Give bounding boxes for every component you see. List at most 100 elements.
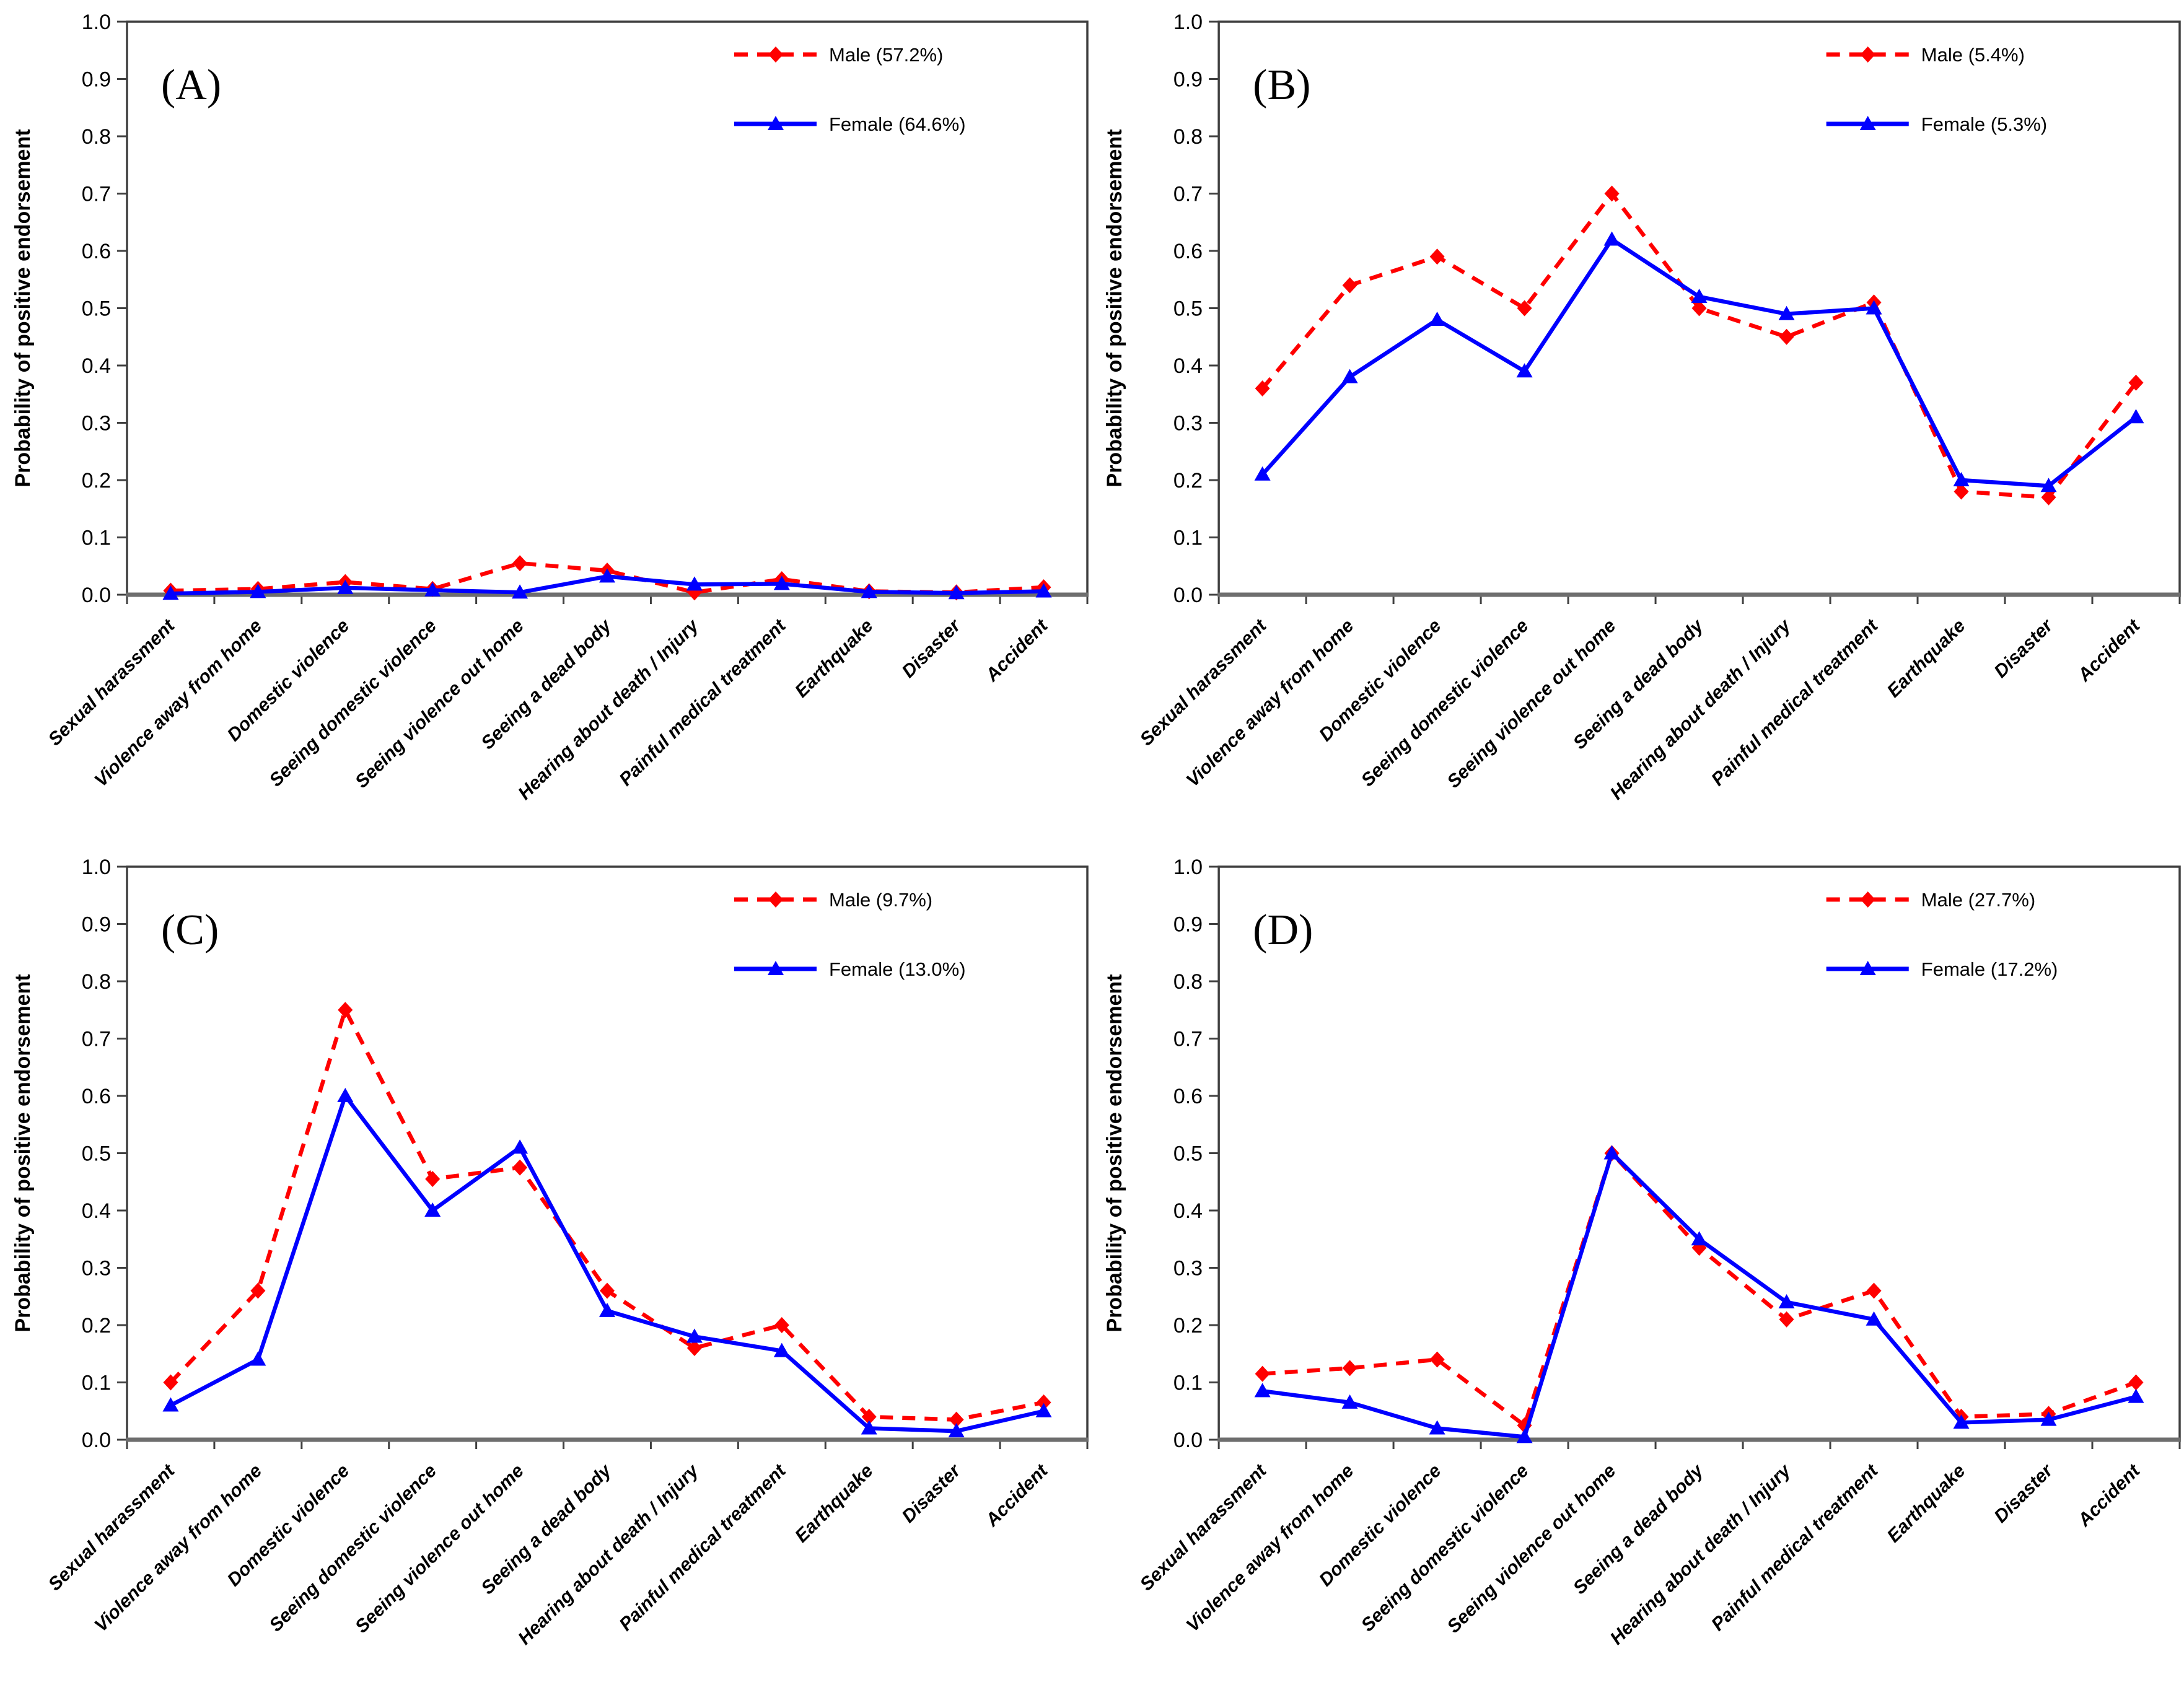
triangle-marker [1691,289,1708,303]
y-axis: 0.0 0.1 0.2 0.3 0.4 0.5 0.6 0.7 0.8 0.9 1.0 [82,856,127,1452]
y-tick-label: 0.1 [1173,527,1203,550]
legend-male-label: Male (9.7%) [829,889,932,911]
diamond-marker [1429,1351,1445,1368]
y-tick-label: 0.9 [1173,913,1203,937]
diamond-marker [1429,248,1445,265]
diamond-marker [1866,1282,1882,1299]
y-tick-label: 0.3 [1173,412,1203,436]
triangle-marker [1254,466,1271,481]
diamond-marker [600,1282,615,1299]
y-axis: 0.0 0.1 0.2 0.3 0.4 0.5 0.6 0.7 0.8 0.9 1.0 [1173,856,1219,1452]
diamond-marker [1517,300,1532,317]
panel-B-chart: 0.0 0.1 0.2 0.3 0.4 0.5 0.6 0.7 0.8 0.9 1.0 Sexual … [1103,11,2181,803]
triangle-marker [1778,305,1795,320]
x-category-label: Seeing domestic violence [1357,1461,1533,1636]
y-tick-label: 0.4 [82,1199,111,1223]
y-tick-label: 0.9 [82,913,111,937]
panel-C-chart: 0.0 0.1 0.2 0.3 0.4 0.5 0.6 0.7 0.8 0.9 1.0 Sexual … [11,856,1089,1649]
panel-D: 0.0 0.1 0.2 0.3 0.4 0.5 0.6 0.7 0.8 0.9 1.0 Sexual … [1092,845,2184,1690]
panel-label: (D) [1253,906,1313,954]
y-tick-label: 0.9 [1173,68,1203,92]
y-axis: 0.0 0.1 0.2 0.3 0.4 0.5 0.6 0.7 0.8 0.9 1.0 [82,11,127,607]
triangle-marker [1341,1394,1358,1409]
triangle-marker [948,585,965,600]
triangle-marker [424,582,441,597]
triangle-marker [1866,300,1882,315]
triangle-marker [773,576,790,590]
triangle-marker [686,1328,703,1343]
plot-border [1217,865,2181,1441]
legend: Male (57.2%) Female (64.6%) [734,44,966,135]
male-series-markers [1255,1145,2144,1434]
legend: Male (27.7%) Female (17.2%) [1826,889,2058,980]
y-tick-label: 0.6 [1173,240,1203,263]
legend-diamond-marker [1860,46,1875,63]
x-category-label: Accident [981,615,1053,686]
x-category-label: Earthquake [1884,616,1970,702]
triangle-marker [1035,583,1052,598]
female-series-markers [1254,231,2144,493]
x-category-label: Earthquake [1884,1461,1970,1547]
x-category-label: Violence away from home [1182,1461,1357,1636]
diamond-marker [1779,1311,1794,1328]
triangle-marker [861,1420,877,1435]
female-series-markers [162,1088,1052,1438]
triangle-marker [686,576,703,591]
triangle-marker [599,1302,615,1317]
legend-diamond-marker [768,46,783,63]
female-series-line [1262,1151,2137,1439]
y-tick-label: 0.5 [1173,297,1203,321]
diamond-marker [163,1374,178,1391]
diamond-marker [338,1002,353,1018]
x-category-label: Seeing violence out home [351,616,528,792]
y-tick-label: 1.0 [82,11,111,34]
x-category-label: Violence away from home [1182,616,1357,791]
y-tick-label: 0.2 [1173,1314,1203,1338]
y-axis-title: Probability of positive endorsement [11,974,35,1332]
female-series-line [1261,237,2138,488]
x-category-label: Seeing domestic violence [265,616,441,791]
x-category-label: Painful medical treatment [1708,615,1883,790]
y-tick-label: 0.6 [1173,1085,1203,1108]
y-tick-label: 0.3 [82,1257,111,1281]
legend-female-label: Female (17.2%) [1921,958,2058,980]
x-category-label: Hearing about death / Injury [514,1460,703,1649]
diamond-marker [425,1171,441,1188]
x-category-label: Accident [2074,1460,2145,1531]
x-category-label: Earthquake [791,616,877,702]
panel-label: (A) [161,61,221,109]
panel-B: 0.0 0.1 0.2 0.3 0.4 0.5 0.6 0.7 0.8 0.9 1.0 Sexual … [1092,0,2184,845]
diamond-marker [1255,1365,1270,1382]
male-series-line [1261,191,2138,500]
triangle-marker [162,1397,179,1412]
legend-male-label: Male (27.7%) [1921,889,2035,911]
triangle-marker [512,584,528,599]
triangle-marker [1516,1429,1533,1443]
triangle-marker [1603,231,1620,246]
y-axis-title: Probability of positive endorsement [11,129,35,487]
triangle-marker [1254,1383,1271,1398]
y-tick-label: 0.7 [82,1028,111,1051]
x-category-label: Accident [981,1460,1053,1531]
y-tick-label: 0.5 [82,1142,111,1166]
x-category-label: Disaster [898,1460,966,1527]
y-tick-label: 0.4 [82,354,111,378]
triangle-marker [337,579,354,594]
female-series-markers [162,568,1052,600]
y-tick-label: 0.7 [82,183,111,206]
legend-female-label: Female (13.0%) [829,958,966,980]
y-axis-title: Probability of positive endorsement [1103,974,1126,1333]
legend-triangle-marker [768,961,784,975]
y-tick-label: 0.4 [1173,1199,1203,1223]
triangle-marker [1691,1231,1708,1246]
x-category-label: Hearing about death / Injury [1607,615,1796,804]
legend-female-label: Female (64.6%) [829,113,966,135]
diamond-marker [1604,185,1620,202]
legend-triangle-marker [1859,116,1876,130]
triangle-marker [1035,1403,1052,1417]
y-tick-label: 0.4 [1173,354,1203,378]
triangle-marker [1866,1311,1882,1326]
triangle-marker [424,1202,441,1217]
